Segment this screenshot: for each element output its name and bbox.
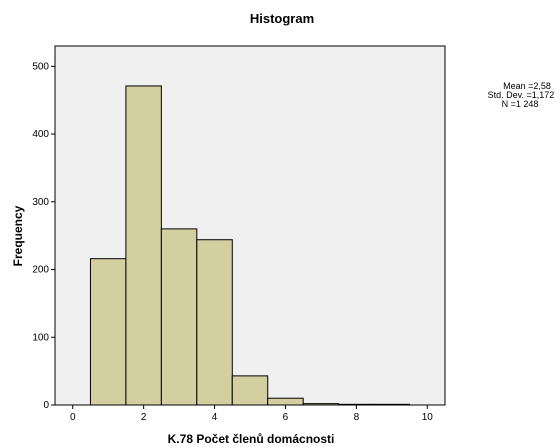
- histogram-bar-7: [302, 403, 340, 406]
- x-tick-label: 10: [422, 412, 434, 423]
- histogram-bar-8: [338, 403, 375, 406]
- histogram-bar-1: [89, 258, 127, 406]
- x-tick-label: 2: [141, 412, 147, 423]
- y-tick-label: 300: [32, 197, 49, 208]
- histogram-bar-2: [125, 85, 162, 406]
- y-tick-label: 200: [32, 265, 49, 276]
- histogram-bar-6: [267, 397, 304, 406]
- histogram-bars: [89, 85, 411, 406]
- x-tick-label: 0: [70, 412, 76, 423]
- x-axis-title: K.78 Počet členů domácnosti: [168, 432, 335, 446]
- statistics-box: Mean =2,58 Std. Dev. =1,172 N =1 248: [488, 81, 555, 109]
- x-tick-label: 8: [354, 412, 360, 423]
- n-stat: N =1 248: [502, 99, 539, 109]
- histogram-bar-9: [373, 403, 411, 406]
- histogram-bar-5: [231, 375, 269, 406]
- chart-title: Histogram: [250, 11, 314, 26]
- y-tick-label: 400: [32, 129, 49, 140]
- histogram-bar-4: [196, 239, 233, 406]
- y-axis-title: Frequency: [11, 205, 25, 266]
- y-axis: 0 100 200 300 400 500: [32, 61, 55, 411]
- mean-stat: Mean =2,58: [503, 81, 551, 91]
- histogram-bar-3: [160, 228, 198, 406]
- x-tick-label: 4: [212, 412, 218, 423]
- y-tick-label: 100: [32, 332, 49, 343]
- y-tick-label: 500: [32, 61, 49, 72]
- x-axis: 0 2 4 6 8 10: [70, 405, 433, 423]
- x-tick-label: 6: [283, 412, 289, 423]
- std-dev-stat: Std. Dev. =1,172: [488, 90, 555, 100]
- y-tick-label: 0: [43, 400, 49, 411]
